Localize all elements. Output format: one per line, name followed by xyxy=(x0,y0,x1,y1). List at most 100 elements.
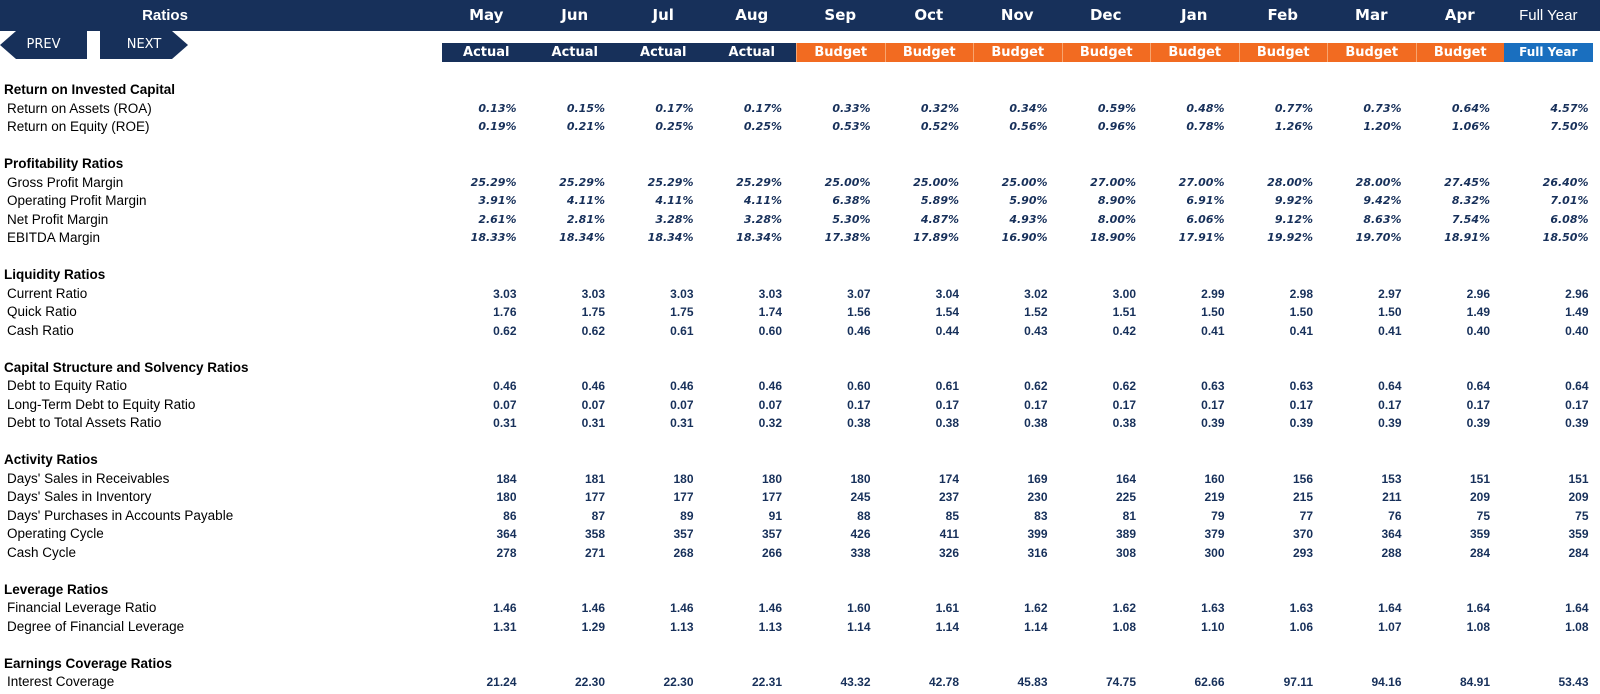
value-cell: 1.31 xyxy=(493,619,517,634)
value-cell: 0.38 xyxy=(847,416,871,430)
month-header: Full Year xyxy=(1519,7,1578,24)
value-cell: 0.56% xyxy=(1009,120,1048,133)
row-label: Net Profit Margin xyxy=(7,211,109,227)
table-row: Gross Profit Margin 25.29% 25.29% 25.29% 25.… xyxy=(0,174,1600,193)
value-cell: 153 xyxy=(1381,471,1402,486)
value-cell: 308 xyxy=(1115,545,1136,560)
next-button[interactable]: NEXT xyxy=(100,31,188,59)
value-cell: 156 xyxy=(1292,471,1313,486)
value-cell: 169 xyxy=(1027,471,1048,486)
value-cell: 1.20% xyxy=(1363,120,1402,133)
value-cell: 0.62 xyxy=(1112,379,1136,393)
value-cell: 9.92% xyxy=(1274,194,1313,207)
table-row: Operating Profit Margin 3.91% 4.11% 4.11% 4.… xyxy=(0,192,1600,211)
value-cell: 1.13 xyxy=(670,619,694,634)
value-cell: 27.00% xyxy=(1090,175,1136,189)
budget-type-header: Budget xyxy=(973,43,1062,62)
value-cell: 0.17 xyxy=(1378,397,1402,412)
full-year-value-cell: 18.50% xyxy=(1542,231,1589,244)
value-cell: 0.46 xyxy=(758,379,782,393)
full-year-value-cell: 0.40 xyxy=(1565,323,1589,338)
value-cell: 0.07 xyxy=(670,397,694,412)
value-cell: 0.39 xyxy=(1378,416,1402,430)
value-cell: 3.04 xyxy=(935,286,959,301)
value-cell: 45.83 xyxy=(1017,675,1048,689)
value-cell: 0.53% xyxy=(832,120,871,133)
value-cell: 8.32% xyxy=(1451,194,1490,207)
value-cell: 1.14 xyxy=(847,619,871,634)
prev-button[interactable]: PREV xyxy=(0,31,87,59)
value-cell: 0.17% xyxy=(655,101,694,115)
table-row: Interest Coverage 21.24 22.30 22.30 22.31 43.… xyxy=(0,673,1600,692)
value-cell: 1.51 xyxy=(1112,305,1136,319)
value-cell: 1.46 xyxy=(758,601,782,615)
value-cell: 27.45% xyxy=(1444,175,1490,189)
value-cell: 2.96 xyxy=(1466,286,1490,301)
value-cell: 83 xyxy=(1034,508,1048,523)
table-row: Operating Cycle 364 358 357 357 426 411 399 389 3… xyxy=(0,525,1600,544)
table-row: Return on Equity (ROE) 0.19% 0.21% 0.25% 0.2… xyxy=(0,118,1600,137)
full-year-value-cell: 284 xyxy=(1568,545,1589,560)
value-cell: 6.91% xyxy=(1186,194,1225,207)
section-title: Profitability Ratios xyxy=(4,156,124,171)
row-label: Operating Profit Margin xyxy=(7,193,147,208)
section-spacer xyxy=(0,636,1600,655)
value-cell: 3.91% xyxy=(478,194,517,207)
value-cell: 151 xyxy=(1469,471,1490,486)
month-header: May xyxy=(469,6,504,24)
value-cell: 18.34% xyxy=(647,231,694,244)
full-year-value-cell: 0.39 xyxy=(1565,416,1589,430)
section-spacer xyxy=(0,137,1600,156)
value-cell: 293 xyxy=(1292,545,1313,560)
month-header: Jan xyxy=(1181,6,1208,24)
budget-type-header: Budget xyxy=(1061,43,1150,62)
value-cell: 0.42 xyxy=(1112,323,1136,338)
full-year-value-cell: 26.40% xyxy=(1542,175,1589,189)
value-cell: 0.46 xyxy=(493,379,517,393)
budget-type-header: Budget xyxy=(1327,43,1416,62)
value-cell: 180 xyxy=(850,471,871,486)
table-row: Days' Sales in Receivables 184 181 180 180 18… xyxy=(0,470,1600,489)
value-cell: 0.41 xyxy=(1289,323,1313,338)
value-cell: 0.31 xyxy=(581,416,605,430)
value-cell: 219 xyxy=(1204,490,1225,504)
row-label: Financial Leverage Ratio xyxy=(7,600,157,615)
value-cell: 8.63% xyxy=(1363,212,1402,226)
value-cell: 379 xyxy=(1204,527,1225,541)
row-label: Operating Cycle xyxy=(7,526,104,541)
value-cell: 76 xyxy=(1388,508,1402,523)
value-cell: 0.61 xyxy=(670,323,694,338)
row-label: Current Ratio xyxy=(7,285,88,301)
value-cell: 79 xyxy=(1211,508,1225,523)
table-row: Degree of Financial Leverage 1.31 1.29 1.13… xyxy=(0,618,1600,637)
sheet-title: Ratios xyxy=(142,7,188,24)
value-cell: 2.97 xyxy=(1378,286,1402,301)
value-cell: 2.99 xyxy=(1201,286,1225,301)
actual-type-header: Actual xyxy=(442,43,531,62)
value-cell: 3.28% xyxy=(655,212,694,226)
value-cell: 0.46 xyxy=(847,323,871,338)
actual-type-header: Actual xyxy=(530,43,619,62)
value-cell: 3.07 xyxy=(847,286,871,301)
value-cell: 5.90% xyxy=(1009,194,1048,207)
value-cell: 0.25% xyxy=(655,120,694,133)
value-cell: 4.93% xyxy=(1009,212,1048,226)
value-cell: 77 xyxy=(1299,508,1313,523)
value-cell: 0.39 xyxy=(1201,416,1225,430)
value-cell: 88 xyxy=(857,508,871,523)
table-row: Quick Ratio 1.76 1.75 1.75 1.74 1.56 1.54 1.52 1… xyxy=(0,303,1600,322)
value-cell: 9.12% xyxy=(1274,212,1313,226)
ratios-table: Return on Invested Capital Return on Asse… xyxy=(0,81,1600,692)
value-cell: 0.25% xyxy=(743,120,782,133)
value-cell: 1.46 xyxy=(581,601,605,615)
value-cell: 0.41 xyxy=(1201,323,1225,338)
value-cell: 0.63 xyxy=(1201,379,1225,393)
value-cell: 1.49 xyxy=(1466,305,1490,319)
value-cell: 0.07 xyxy=(758,397,782,412)
table-row: Current Ratio 3.03 3.03 3.03 3.03 3.07 3.04 3.0… xyxy=(0,285,1600,304)
value-cell: 284 xyxy=(1469,545,1490,560)
value-cell: 1.14 xyxy=(1024,619,1048,634)
value-cell: 0.46 xyxy=(670,379,694,393)
full-year-value-cell: 0.17 xyxy=(1565,397,1589,412)
value-cell: 0.62 xyxy=(581,323,605,338)
